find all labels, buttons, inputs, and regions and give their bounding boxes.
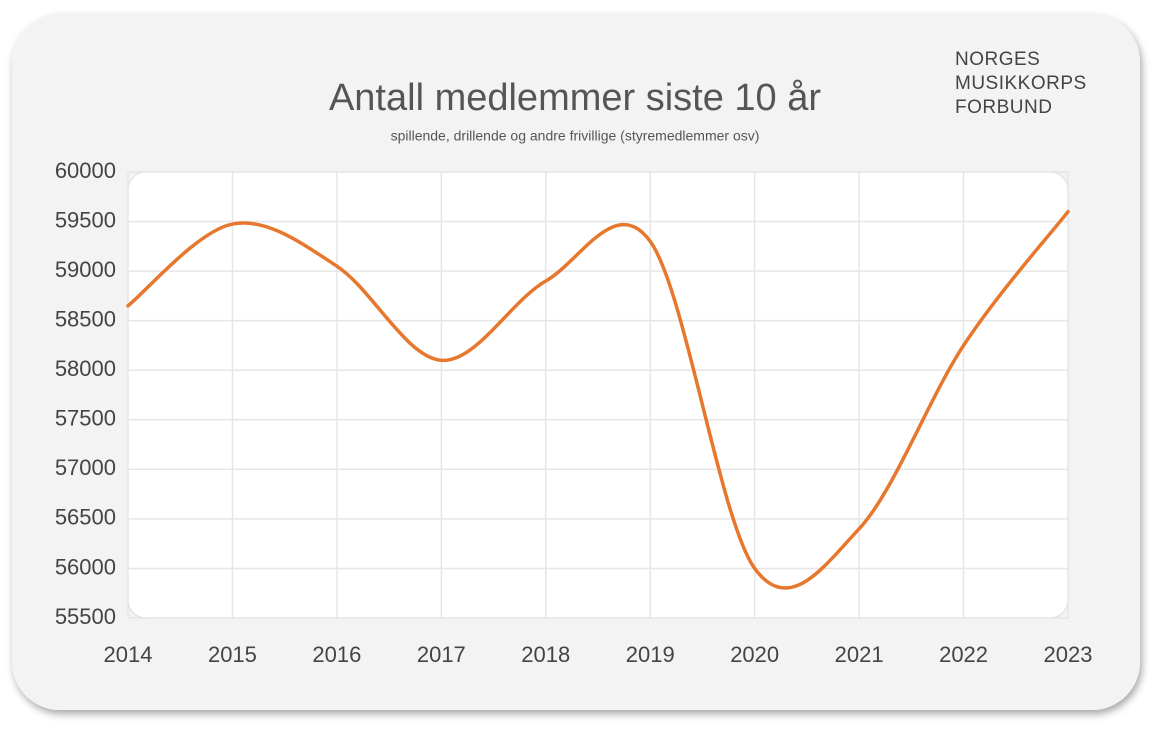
- logo-line: MUSIKKORPS: [955, 73, 1087, 94]
- y-tick-label: 60000: [55, 158, 116, 183]
- y-tick-label: 59000: [55, 257, 116, 282]
- line-series: [126, 209, 1070, 590]
- y-tick-label: 57000: [55, 455, 116, 480]
- x-tick-label: 2020: [730, 642, 779, 667]
- y-tick-label: 58500: [55, 306, 116, 331]
- logo-line: FORBUND: [955, 97, 1052, 118]
- x-tick-label: 2023: [1044, 642, 1093, 667]
- x-tick-label: 2014: [104, 642, 153, 667]
- x-tick-label: 2016: [312, 642, 361, 667]
- chart-subtitle: spillende, drillende og andre frivillige…: [391, 128, 760, 144]
- y-tick-label: 57500: [55, 406, 116, 431]
- y-tick-label: 55500: [55, 604, 116, 629]
- plot-area: [127, 171, 1069, 619]
- x-tick-label: 2017: [417, 642, 466, 667]
- x-tick-label: 2022: [939, 642, 988, 667]
- x-tick-label: 2015: [208, 642, 257, 667]
- y-tick-label: 58000: [55, 356, 116, 381]
- x-tick-label: 2018: [521, 642, 570, 667]
- y-tick-label: 56500: [55, 505, 116, 530]
- logo-line: NORGES: [955, 49, 1040, 70]
- y-tick-label: 56000: [55, 554, 116, 579]
- x-tick-label: 2021: [835, 642, 884, 667]
- chart-title: Antall medlemmer siste 10 år: [329, 77, 821, 119]
- x-tick-label: 2019: [626, 642, 675, 667]
- y-tick-label: 59500: [55, 207, 116, 232]
